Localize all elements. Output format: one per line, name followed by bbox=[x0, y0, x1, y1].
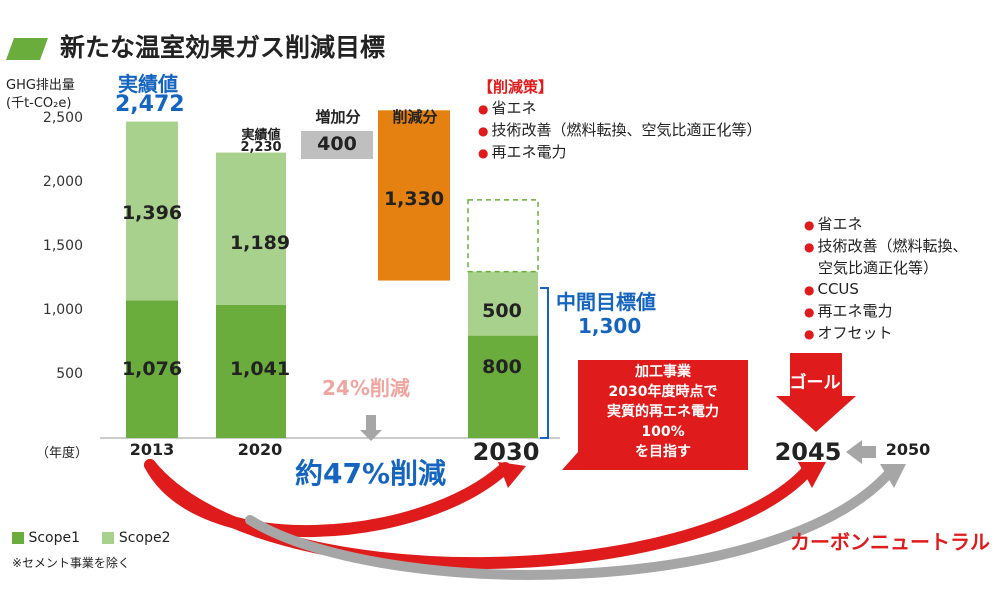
list-item: ● 技術改善（燃料転換、空気比適正化等） bbox=[478, 121, 762, 139]
y-tick-label: 1,500 bbox=[42, 238, 83, 254]
list-item: ● オフセット bbox=[804, 324, 893, 342]
legend-swatch-scope1 bbox=[12, 532, 24, 544]
y-tick-label: 500 bbox=[56, 366, 83, 382]
page-title: 新たな温室効果ガス削減目標 bbox=[60, 33, 386, 62]
x-axis-label: （年度） bbox=[36, 446, 89, 461]
bar-2020-scope2-label: 1,189 bbox=[229, 232, 291, 254]
bar-2030-scope2 bbox=[468, 271, 538, 336]
footnote: ※セメント事業を除く bbox=[12, 556, 130, 570]
actual-2020-title: 実績値 bbox=[241, 128, 281, 143]
decrease-bar bbox=[378, 110, 450, 281]
x-tick-label: 2020 bbox=[237, 440, 283, 459]
curve-arrow-2013-2045 bbox=[144, 459, 814, 570]
decrease-title: 削減分 bbox=[392, 108, 438, 126]
reduction-24-label: 24%削減 bbox=[322, 376, 410, 400]
actual-2013-title: 実績値 bbox=[118, 72, 178, 96]
bar-2013-scope2-label: 1,396 bbox=[121, 202, 183, 224]
y-tick-label: 2,500 bbox=[42, 110, 83, 126]
callout-box bbox=[562, 360, 748, 470]
interim-target-value: 1,300 bbox=[578, 314, 642, 338]
callout-text: 加工事業 2030年度時点で 実質的再エネ電力 100% を目指す bbox=[607, 364, 719, 460]
bar-2013-scope1 bbox=[126, 300, 178, 438]
bar-2020-scope1-label: 1,041 bbox=[229, 358, 291, 380]
curve-arrow-head-2045 bbox=[798, 462, 826, 488]
interim-bracket bbox=[540, 287, 549, 439]
curve-arrow-head-2030 bbox=[498, 462, 526, 488]
reduction-47-label: 約47%削減 bbox=[295, 457, 447, 490]
legend-label-scope1: Scope1 bbox=[28, 530, 81, 546]
legend: Scope1 Scope2 bbox=[12, 530, 170, 546]
bar-2020-scope2 bbox=[216, 152, 286, 305]
decrease-value: 1,330 bbox=[383, 188, 445, 210]
bar-2020-scope1 bbox=[216, 304, 286, 438]
legend-swatch-scope2 bbox=[102, 532, 115, 544]
actual-2013-value: 2,472 bbox=[115, 92, 185, 117]
gray-down-arrow bbox=[360, 415, 382, 441]
carbon-neutral-label: カーボンニュートラル bbox=[790, 530, 990, 554]
x-tick-label-2050: 2050 bbox=[885, 440, 931, 459]
bar-2030-scope1 bbox=[468, 335, 538, 438]
list-item: ● 省エネ bbox=[478, 99, 537, 117]
y-tick-label: 2,000 bbox=[42, 174, 83, 190]
list-item: ● 再エネ電力 bbox=[804, 302, 893, 320]
measures-2030-list: ● 省エネ ● 技術改善（燃料転換、空気比適正化等） ● 再エネ電力 bbox=[478, 98, 762, 164]
y-tick-label: 1,000 bbox=[42, 302, 83, 318]
increase-box bbox=[301, 131, 373, 159]
bar-2030-scope2-label: 500 bbox=[482, 300, 522, 322]
goal-arrow bbox=[776, 353, 856, 432]
x-tick-label: 2030 bbox=[472, 438, 540, 466]
bar-2013-scope1-label: 1,076 bbox=[121, 358, 183, 380]
list-item: ● 省エネ bbox=[804, 215, 863, 233]
list-item: 空気比適正化等） bbox=[818, 259, 939, 277]
y-axis-unit: (千t-CO₂e) bbox=[6, 96, 72, 111]
legend-label-scope2: Scope2 bbox=[118, 530, 171, 546]
y-axis-label: GHG排出量 bbox=[6, 78, 75, 93]
bar-2013-scope2 bbox=[126, 121, 178, 301]
x-tick-label-2045: 2045 bbox=[774, 438, 842, 466]
actual-2020-value: 2,230 bbox=[240, 140, 282, 155]
increase-value: 400 bbox=[317, 133, 357, 155]
curve-arrow-2050 bbox=[245, 465, 897, 580]
bar-2030-scope1-label: 800 bbox=[482, 356, 522, 378]
measures-title: 【削減策】 bbox=[478, 78, 554, 96]
curve-arrow-head-2050 bbox=[880, 464, 906, 488]
increase-title: 増加分 bbox=[315, 108, 361, 126]
measures-2045-list: ● 省エネ ● 技術改善（燃料転換、 空気比適正化等） ● CCUS ● 再エネ電力 ●… bbox=[804, 214, 968, 345]
list-item: ● 技術改善（燃料転換、 bbox=[804, 237, 968, 255]
list-item: ● 再エネ電力 bbox=[478, 143, 567, 161]
bar-2030-reduction-outline bbox=[467, 199, 539, 273]
list-item: ● CCUS bbox=[804, 280, 859, 298]
x-tick-label: 2013 bbox=[129, 440, 175, 459]
goal-label: ゴール bbox=[789, 373, 841, 393]
interim-target-title: 中間目標値 bbox=[556, 290, 656, 314]
gray-left-arrow bbox=[846, 440, 876, 464]
